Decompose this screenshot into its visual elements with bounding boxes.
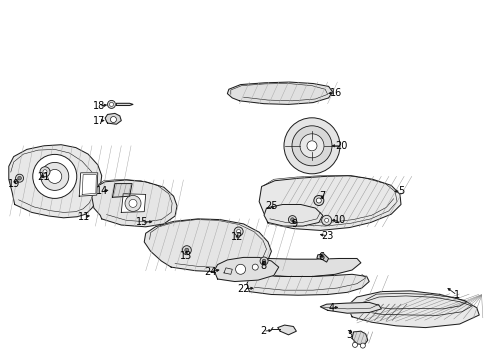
Circle shape — [291, 126, 331, 166]
Text: 23: 23 — [321, 231, 333, 241]
Text: 22: 22 — [237, 284, 249, 294]
Text: 16: 16 — [329, 88, 342, 98]
Polygon shape — [116, 103, 133, 105]
Polygon shape — [144, 219, 271, 272]
Text: 4: 4 — [328, 303, 334, 313]
Text: 17: 17 — [92, 116, 105, 126]
Circle shape — [234, 227, 243, 236]
Text: 14: 14 — [95, 186, 108, 196]
Circle shape — [16, 174, 23, 182]
Text: 6: 6 — [318, 252, 324, 262]
Text: 1: 1 — [453, 290, 459, 300]
Text: 7: 7 — [319, 191, 325, 201]
Circle shape — [41, 162, 69, 190]
Polygon shape — [92, 180, 177, 227]
Circle shape — [184, 248, 188, 252]
Circle shape — [360, 343, 365, 348]
Polygon shape — [79, 173, 98, 196]
Circle shape — [48, 170, 61, 183]
Circle shape — [262, 259, 265, 263]
Circle shape — [125, 195, 141, 211]
Circle shape — [252, 264, 258, 270]
Polygon shape — [214, 257, 278, 282]
Circle shape — [235, 264, 245, 274]
Text: 24: 24 — [203, 267, 216, 277]
Polygon shape — [256, 258, 360, 276]
Circle shape — [18, 176, 21, 180]
Polygon shape — [259, 176, 400, 230]
Polygon shape — [121, 194, 145, 212]
Circle shape — [352, 342, 357, 347]
Polygon shape — [346, 291, 478, 328]
Polygon shape — [320, 302, 381, 313]
Text: 12: 12 — [230, 232, 243, 242]
Circle shape — [110, 117, 116, 122]
Text: 18: 18 — [92, 101, 105, 111]
Text: 8: 8 — [260, 261, 265, 271]
Text: 11: 11 — [78, 212, 90, 222]
Circle shape — [33, 154, 77, 198]
Circle shape — [306, 141, 316, 151]
Circle shape — [321, 215, 331, 225]
Text: 3: 3 — [346, 330, 352, 340]
Text: 10: 10 — [333, 215, 346, 225]
Polygon shape — [351, 331, 367, 345]
Text: 13: 13 — [179, 251, 192, 261]
Polygon shape — [264, 204, 322, 226]
Circle shape — [107, 100, 115, 108]
Text: 20: 20 — [334, 141, 347, 151]
Text: 5: 5 — [397, 186, 403, 196]
Circle shape — [313, 195, 323, 206]
Text: 21: 21 — [37, 172, 49, 183]
Circle shape — [260, 257, 267, 265]
Text: 2: 2 — [260, 326, 265, 336]
Text: 25: 25 — [264, 201, 277, 211]
Circle shape — [109, 102, 113, 107]
Circle shape — [40, 167, 50, 177]
Text: 9: 9 — [291, 219, 297, 229]
Polygon shape — [246, 274, 368, 295]
Circle shape — [324, 218, 328, 222]
Polygon shape — [9, 145, 102, 218]
Circle shape — [288, 216, 296, 224]
Text: 19: 19 — [7, 179, 20, 189]
Circle shape — [182, 246, 191, 255]
Polygon shape — [227, 82, 332, 104]
Circle shape — [299, 134, 324, 158]
Polygon shape — [105, 113, 121, 124]
Text: 15: 15 — [135, 217, 148, 228]
Circle shape — [316, 198, 321, 203]
Circle shape — [284, 118, 339, 174]
Circle shape — [290, 218, 294, 221]
Polygon shape — [277, 325, 296, 335]
Polygon shape — [316, 254, 328, 262]
Circle shape — [129, 199, 137, 207]
Circle shape — [236, 229, 240, 234]
Circle shape — [43, 170, 47, 174]
Polygon shape — [112, 184, 132, 197]
